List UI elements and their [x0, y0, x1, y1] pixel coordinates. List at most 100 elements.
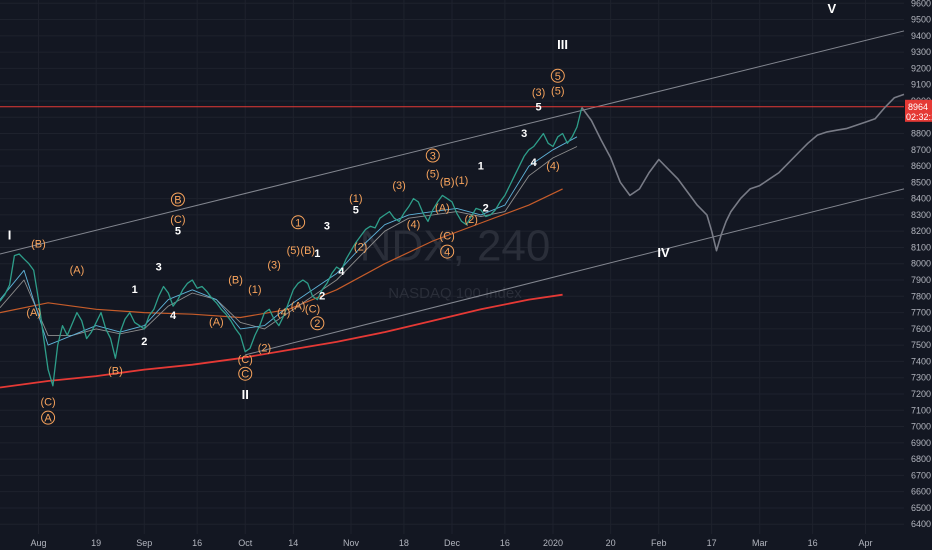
grid	[0, 0, 904, 534]
price-tick-label: 9500	[911, 15, 931, 25]
time-tick-label: 17	[707, 538, 717, 548]
time-tick-label: 16	[192, 538, 202, 548]
wave-label: 2	[483, 203, 489, 215]
wave-label: 4	[338, 266, 345, 278]
price-tick-label: 7400	[911, 356, 931, 366]
wave-label: (C)	[305, 304, 320, 316]
time-tick-label: Mar	[752, 538, 768, 548]
wave-label: C	[241, 369, 249, 381]
wave-label-circle	[310, 316, 325, 331]
price-tick-label: 6400	[911, 519, 931, 529]
time-tick-label: 16	[808, 538, 818, 548]
wave-label: (C)	[170, 214, 185, 226]
wave-label: (C)	[440, 230, 455, 242]
wave-label: 4	[531, 157, 538, 169]
series-ma-fast	[0, 136, 578, 346]
wave-label: 5	[555, 71, 561, 83]
wave-label: (A)	[70, 265, 85, 277]
wave-label: I	[8, 227, 12, 242]
wave-label: 2	[314, 318, 320, 330]
series-ma-red	[0, 293, 563, 389]
price-tick-label: 8200	[911, 226, 931, 236]
time-tick-label: Oct	[238, 538, 253, 548]
price-tag-value: 8964	[908, 102, 928, 112]
wave-label: (4)	[407, 219, 420, 231]
time-tick-label: Sep	[136, 538, 152, 548]
price-tick-label: 8300	[911, 210, 931, 220]
wave-label: (2)	[258, 343, 271, 355]
wave-label: (B)	[228, 274, 243, 286]
series-projection	[581, 93, 905, 252]
price-tick-label: 9600	[911, 0, 931, 8]
watermark: NDX, 240 NASDAQ 100 Index	[360, 221, 551, 301]
wave-label: 5	[175, 225, 181, 237]
wave-label: (A)	[291, 300, 306, 312]
price-tick-label: 7300	[911, 373, 931, 383]
wave-label: 4	[170, 310, 177, 322]
wave-label: 5	[535, 102, 541, 114]
price-tick-label: 7800	[911, 291, 931, 301]
wave-label: (4)	[546, 160, 559, 172]
price-tick-label: 8700	[911, 145, 931, 155]
price-tag-box	[905, 99, 932, 122]
time-tick-label: 16	[500, 538, 510, 548]
price-tick-label: 7600	[911, 324, 931, 334]
price-tick-label: 6800	[911, 454, 931, 464]
wave-label: (B)	[31, 238, 46, 250]
wave-label: (2)	[354, 242, 367, 254]
wave-label: 1	[132, 284, 138, 296]
wave-label-circle	[170, 192, 185, 207]
wave-label: (A)	[26, 307, 41, 319]
wave-label: 1	[478, 160, 484, 172]
wave-label: (5)	[287, 245, 300, 257]
time-tick-label: Dec	[444, 538, 461, 548]
wave-label: (1)	[349, 193, 362, 205]
current-price-tag: 8964 02:32:1	[905, 99, 932, 122]
price-tick-label: 6500	[911, 503, 931, 513]
wave-label: B	[174, 195, 181, 207]
price-tag-countdown: 02:32:1	[906, 112, 932, 122]
wave-label: (C)	[40, 396, 55, 408]
series-ma-mid	[0, 146, 578, 336]
price-tick-label: 6900	[911, 438, 931, 448]
time-tick-label: Nov	[343, 538, 360, 548]
price-tick-label: 7500	[911, 340, 931, 350]
price-tick-label: 7000	[911, 422, 931, 432]
wave-label: 2	[141, 336, 147, 348]
time-tick-label: Aug	[30, 538, 46, 548]
wave-label: IV	[657, 245, 670, 260]
time-axis[interactable]: Aug 19 Sep 16 Oct 14 Nov 18 Dec 16 2020 20 Feb 17 Mar 1…	[30, 538, 872, 548]
wave-label: (5)	[426, 168, 439, 180]
price-tick-label: 7200	[911, 389, 931, 399]
wave-label: V	[828, 1, 837, 16]
wave-label: A	[44, 413, 52, 425]
price-tick-label: 9400	[911, 31, 931, 41]
time-tick-label: 18	[399, 538, 409, 548]
wave-label: 1	[295, 217, 301, 229]
wave-label: II	[242, 387, 249, 402]
wave-label: (1)	[248, 284, 261, 296]
wave-label: (5)	[551, 85, 564, 97]
wave-labels: I(B)(A)(A)(C)A1234(B)B(C)5(B)(A)(1)(3)(2…	[8, 1, 837, 425]
wave-label-circle	[550, 68, 565, 83]
series-ma-orange	[0, 188, 563, 319]
price-tick-label: 8100	[911, 242, 931, 252]
wave-label: 3	[430, 151, 436, 163]
price-tick-label: 8400	[911, 194, 931, 204]
wave-label-circle	[238, 366, 253, 381]
series-price	[0, 107, 583, 387]
wave-label: 1	[314, 248, 320, 260]
wave-label: 3	[324, 221, 330, 233]
price-axis[interactable]: 6400 6500 6600 6700 6800 6900 7000 7100 7200 7300…	[911, 0, 931, 529]
chart-lines	[0, 30, 905, 389]
wave-label-circle	[41, 410, 56, 425]
wave-label: (4)	[277, 307, 290, 319]
time-tick-label: 2020	[543, 538, 563, 548]
wave-label: (3)	[267, 260, 280, 272]
wave-label: (2)	[465, 214, 478, 226]
wave-label-circle	[291, 215, 306, 230]
price-tick-label: 8500	[911, 177, 931, 187]
price-tick-label: 7100	[911, 405, 931, 415]
time-tick-label: Feb	[651, 538, 667, 548]
